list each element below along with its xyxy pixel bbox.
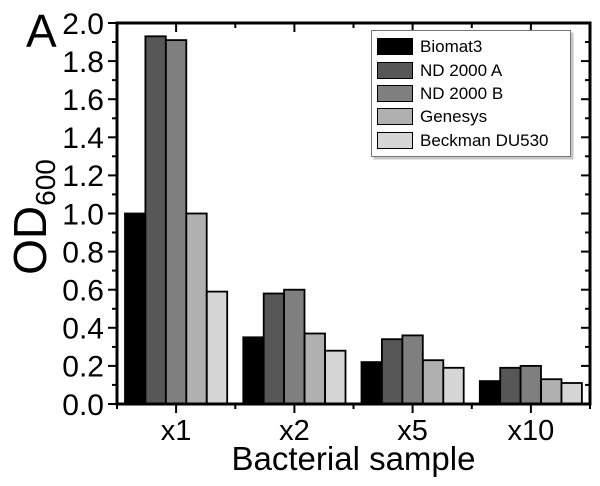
- x-tick-label: x5: [397, 415, 428, 447]
- legend-swatch: [377, 38, 413, 56]
- bar: [442, 366, 465, 405]
- legend-label: Beckman DU530: [420, 130, 549, 150]
- bar: [124, 212, 147, 405]
- legend-item: Biomat3: [377, 35, 568, 58]
- bar: [242, 336, 265, 405]
- bar: [380, 338, 404, 405]
- legend-swatch: [377, 108, 413, 126]
- bar: [262, 292, 286, 405]
- legend-swatch: [377, 61, 413, 79]
- x-axis-title: Bacterial sample: [231, 440, 476, 477]
- legend-item: ND 2000 A: [377, 58, 568, 81]
- x-tick-label: x2: [279, 415, 310, 447]
- y-tick-label: 0.8: [62, 236, 104, 269]
- legend-label: Biomat3: [420, 37, 483, 57]
- bar: [519, 364, 542, 405]
- bar: [144, 35, 167, 405]
- bar: [421, 359, 445, 405]
- y-tick-label: 1.8: [62, 46, 104, 79]
- legend-swatch: [377, 131, 413, 149]
- bar: [478, 380, 502, 405]
- bar: [185, 212, 208, 405]
- y-tick-label: 1.6: [62, 84, 104, 117]
- legend-swatch: [377, 84, 413, 102]
- y-tick-label: 1.4: [62, 122, 104, 155]
- bar: [360, 361, 383, 405]
- bar: [324, 349, 347, 405]
- y-tick-label: 1.2: [62, 160, 104, 193]
- legend-item: ND 2000 B: [377, 82, 568, 105]
- bar: [499, 366, 522, 405]
- legend: Biomat3 ND 2000 A ND 2000 B Genesys Beckman …: [371, 30, 571, 157]
- y-tick-label: 1.0: [62, 198, 104, 231]
- legend-label: ND 2000 B: [420, 83, 504, 103]
- x-tick-label: x10: [508, 415, 555, 447]
- bar: [303, 332, 326, 405]
- legend-item: Genesys: [377, 105, 568, 128]
- y-tick-label: 0.6: [62, 275, 104, 308]
- panel-label: A: [26, 5, 57, 57]
- y-tick-label: 0.0: [62, 389, 104, 422]
- bar: [205, 290, 229, 405]
- legend-label: Genesys: [420, 107, 488, 127]
- bar: [283, 288, 306, 405]
- bar: [164, 39, 188, 405]
- bar: [401, 334, 424, 405]
- x-tick-label: x1: [161, 415, 192, 447]
- legend-item: Beckman DU530: [377, 129, 568, 152]
- bar: [560, 382, 583, 405]
- y-axis-title-subscript: 600: [30, 159, 61, 206]
- y-tick-label: 0.4: [62, 313, 104, 346]
- bar: [540, 378, 563, 405]
- y-tick-label: 2.0: [62, 8, 104, 41]
- y-tick-label: 0.2: [62, 351, 104, 384]
- y-axis-title-text: OD: [4, 205, 56, 275]
- legend-label: ND 2000 A: [420, 60, 503, 80]
- y-axis-title: OD600: [0, 107, 61, 327]
